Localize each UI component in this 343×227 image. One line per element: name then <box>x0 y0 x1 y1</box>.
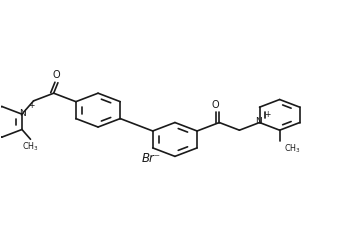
Text: N: N <box>256 117 262 126</box>
Text: +: + <box>28 101 34 110</box>
Text: N: N <box>19 109 26 118</box>
Text: Br⁻: Br⁻ <box>141 152 161 165</box>
Text: CH$_3$: CH$_3$ <box>284 143 301 155</box>
Text: CH$_3$: CH$_3$ <box>22 140 39 153</box>
Text: +: + <box>264 110 271 119</box>
Text: O: O <box>52 70 60 80</box>
Text: O: O <box>211 100 219 110</box>
